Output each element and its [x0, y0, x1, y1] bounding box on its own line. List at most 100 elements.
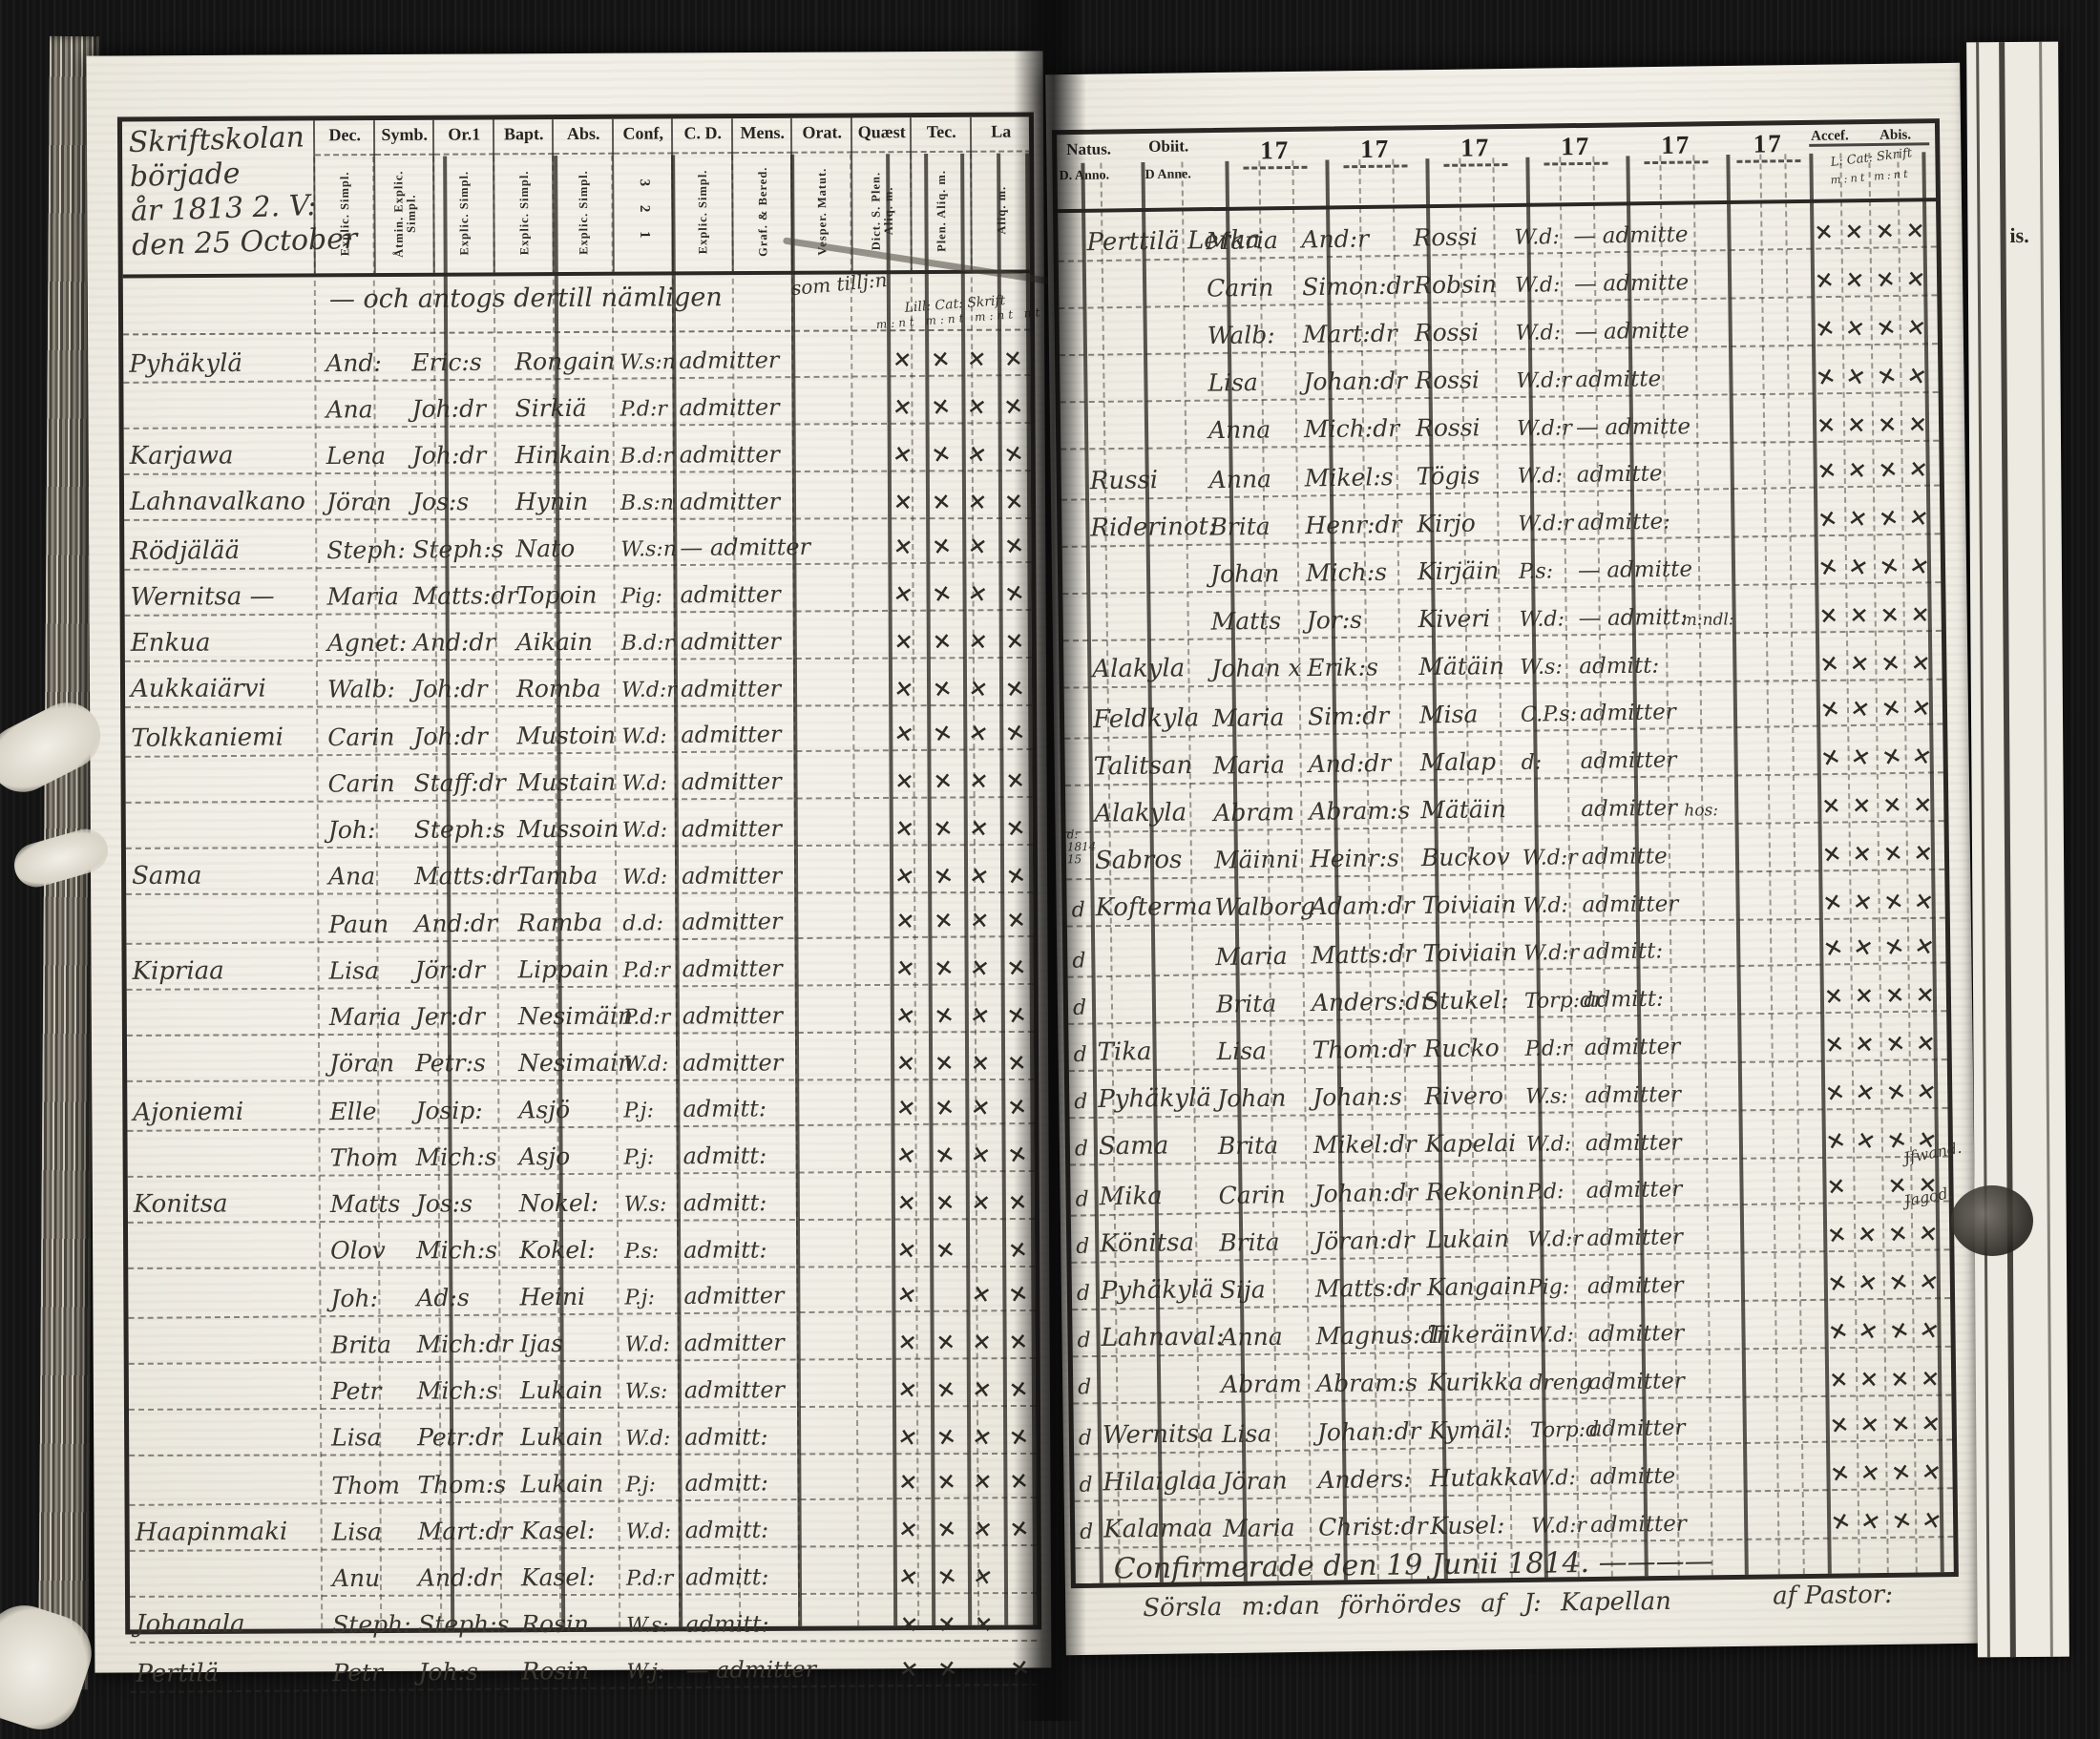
year-header: 17 [1726, 129, 1810, 163]
admitted-note: admitter [679, 488, 781, 515]
place-name: Hilaiglaa [1102, 1466, 1217, 1498]
status-abbrev: Pig: [1527, 1275, 1570, 1300]
status-abbrev: d.d: [622, 911, 664, 936]
x-mark: × [1851, 930, 1877, 962]
place-name: Wernitsa [1102, 1419, 1214, 1451]
patronymic: Matts:dr [1314, 1273, 1420, 1303]
patronymic: Adam:dr [1310, 891, 1415, 921]
x-mark: × [1909, 646, 1933, 678]
accessit-header: Accef. [1811, 128, 1849, 144]
x-mark: × [929, 390, 953, 421]
surname: Nokel: [518, 1188, 599, 1218]
x-mark: × [1813, 360, 1838, 392]
examination-line: Sörsla m:dan förhördes af J: Kapellan [1143, 1586, 1672, 1624]
surname: Asjo [518, 1142, 571, 1171]
admitted-note: admitt: [682, 1142, 767, 1170]
status-abbrev: W.d: [621, 724, 667, 749]
first-name: Brita [1209, 512, 1270, 541]
first-name: Elle [329, 1097, 377, 1126]
status-abbrev: W.s:n [620, 350, 677, 375]
status-abbrev: d: [1521, 750, 1543, 775]
x-mark: × [1822, 980, 1845, 1010]
x-mark: × [968, 765, 991, 795]
admitted-note: admitt: [684, 1563, 769, 1591]
surname: Rosin [521, 1609, 590, 1639]
place-name: Russi [1089, 466, 1159, 496]
status-abbrev: W.s: [1525, 1084, 1568, 1109]
x-mark: × [1873, 262, 1898, 294]
admitted-note: admitter [679, 441, 780, 469]
table-row: Haapinmaki Lisa Mart:dr Kasel: W.d: admitt: × ×… [129, 1498, 1037, 1552]
left-rows: Pyhäkylä And: Eric:s Rongain W.s:n admitter × ×… [123, 328, 1038, 1693]
place-name: Aukkaiärvi [131, 674, 266, 703]
first-name: Maria [1222, 1514, 1295, 1543]
x-mark: × [1843, 216, 1865, 245]
patronymic: Thom:s [417, 1470, 507, 1499]
admitted-note: admitte [1576, 461, 1663, 488]
x-mark: × [934, 1465, 958, 1496]
x-mark: × [893, 998, 918, 1031]
first-name: Brita [1217, 1131, 1279, 1161]
first-name: Lena [326, 441, 387, 471]
x-mark: × [1827, 1363, 1850, 1393]
surname: Romba [516, 674, 601, 703]
x-mark: × [1874, 359, 1900, 391]
admitted-note: — admitter [680, 533, 811, 562]
x-mark: × [1819, 886, 1845, 917]
first-name: Joh: [330, 1284, 379, 1313]
first-name: Lisa [1221, 1419, 1272, 1449]
admitted-note: — admitte [1573, 270, 1690, 297]
x-mark: × [892, 530, 915, 561]
column-header-or1: Or.1 Explic. Simpl. [431, 119, 495, 273]
surname: Kusel: [1429, 1511, 1505, 1540]
admitted-note: admitter [683, 1376, 786, 1404]
x-mark: × [1886, 1217, 1910, 1248]
first-name: Abram [1221, 1370, 1302, 1398]
x-mark: × [1888, 1363, 1911, 1393]
x-mark: × [1904, 310, 1929, 342]
first-name: Brita [330, 1330, 392, 1359]
x-mark: × [966, 530, 990, 560]
x-mark: × [1917, 1265, 1942, 1296]
surname: Mätäin [1420, 795, 1507, 825]
column-header-cd: C. D. Explic. Simpl. [670, 118, 734, 272]
surname: Rivero [1424, 1081, 1504, 1111]
x-mark: × [1920, 1407, 1942, 1437]
right-table: Natus. D. Anno. Obiit. D Anne. 171717171… [1051, 118, 1959, 1623]
x-mark: × [1909, 691, 1934, 723]
first-name: Agnet: [326, 628, 408, 658]
patronymic: Jos:s [415, 1189, 473, 1218]
x-mark: × [893, 765, 916, 795]
surname: Kymäl: [1428, 1415, 1512, 1445]
surname: Kokel: [519, 1235, 596, 1265]
status-abbrev: P.d:r [620, 397, 667, 422]
patronymic: And:r [1301, 224, 1370, 254]
first-name: Olov [330, 1236, 386, 1265]
place-name: Pyhäkylä [129, 348, 243, 379]
status-abbrev: W.s: [1520, 655, 1563, 680]
surname: Nato [515, 534, 576, 563]
x-mark: × [932, 952, 956, 982]
column-sublabel: Plen. Aliq. m. [934, 169, 949, 252]
first-name: Joh: [327, 815, 376, 845]
year-header: 17 [1626, 130, 1726, 165]
year-label: 17 [1243, 135, 1308, 170]
surname: Rosin [521, 1656, 590, 1686]
column-header-bapt: Bapt. Explic. Simpl. [492, 119, 555, 273]
x-mark: × [970, 1186, 993, 1217]
surname: Topoin [515, 580, 598, 610]
admitted-note: admitt: [682, 1095, 766, 1123]
admitted-note: admitter [683, 1282, 785, 1310]
edge-line [1976, 42, 1990, 1658]
place-name: Feldkyla [1092, 703, 1200, 735]
x-mark: × [1917, 1313, 1942, 1346]
x-mark: × [1815, 502, 1840, 534]
patronymic: Henr:dr [1305, 510, 1402, 540]
x-mark: × [1848, 740, 1874, 772]
x-mark: × [1819, 931, 1846, 963]
table-row: Pyhäkylä And: Eric:s Rongain W.s:n admitter × ×… [123, 328, 1031, 384]
first-name: Johan [1217, 1083, 1287, 1113]
